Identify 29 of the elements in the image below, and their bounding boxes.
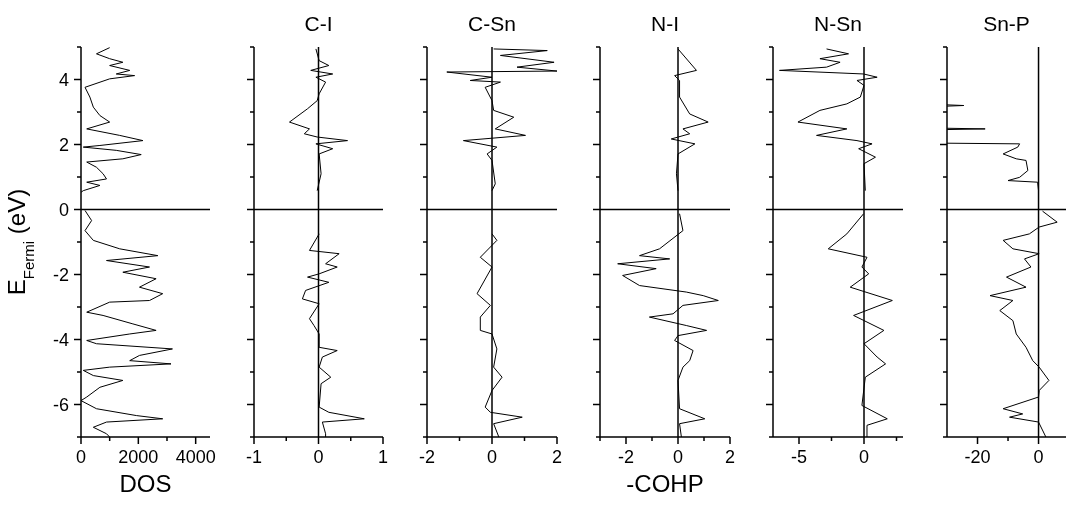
y-tick-label: 2 — [58, 134, 69, 155]
x-axis-title: -COHP — [625, 470, 705, 498]
x-tick-label: 0 — [1033, 447, 1044, 467]
y-tick-label: -2 — [52, 264, 69, 285]
chart-title: C-I — [303, 12, 334, 36]
x-tick-label: -2 — [617, 447, 635, 467]
y-tick-label: 0 — [58, 199, 69, 220]
x-tick-label: 2 — [724, 447, 736, 467]
y-tick-label: -6 — [52, 394, 69, 415]
y-tick-label: 4 — [58, 69, 69, 90]
x-tick-label: 0 — [486, 447, 498, 467]
y-tick-label: -4 — [52, 329, 69, 350]
x-tick-label: 0 — [75, 447, 87, 467]
x-tick-label: 1 — [377, 447, 389, 467]
chart-title: N-I — [650, 12, 680, 36]
chart-title: C-Sn — [467, 12, 517, 36]
x-tick-label: -5 — [790, 447, 808, 467]
chart-title: N-Sn — [813, 12, 863, 36]
x-tick-label: 0 — [858, 447, 870, 467]
x-tick-label: 4000 — [175, 447, 216, 467]
x-tick-label: -2 — [418, 447, 436, 467]
chart-title: Sn-P — [982, 12, 1031, 36]
x-tick-label: 0 — [672, 447, 684, 467]
x-tick-label: -1 — [245, 447, 263, 467]
x-tick-label: 2 — [551, 447, 563, 467]
x-tick-label: -20 — [964, 447, 991, 467]
x-tick-label: 0 — [313, 447, 324, 467]
x-axis-title: DOS — [118, 470, 173, 498]
x-tick-label: 2000 — [118, 447, 159, 467]
